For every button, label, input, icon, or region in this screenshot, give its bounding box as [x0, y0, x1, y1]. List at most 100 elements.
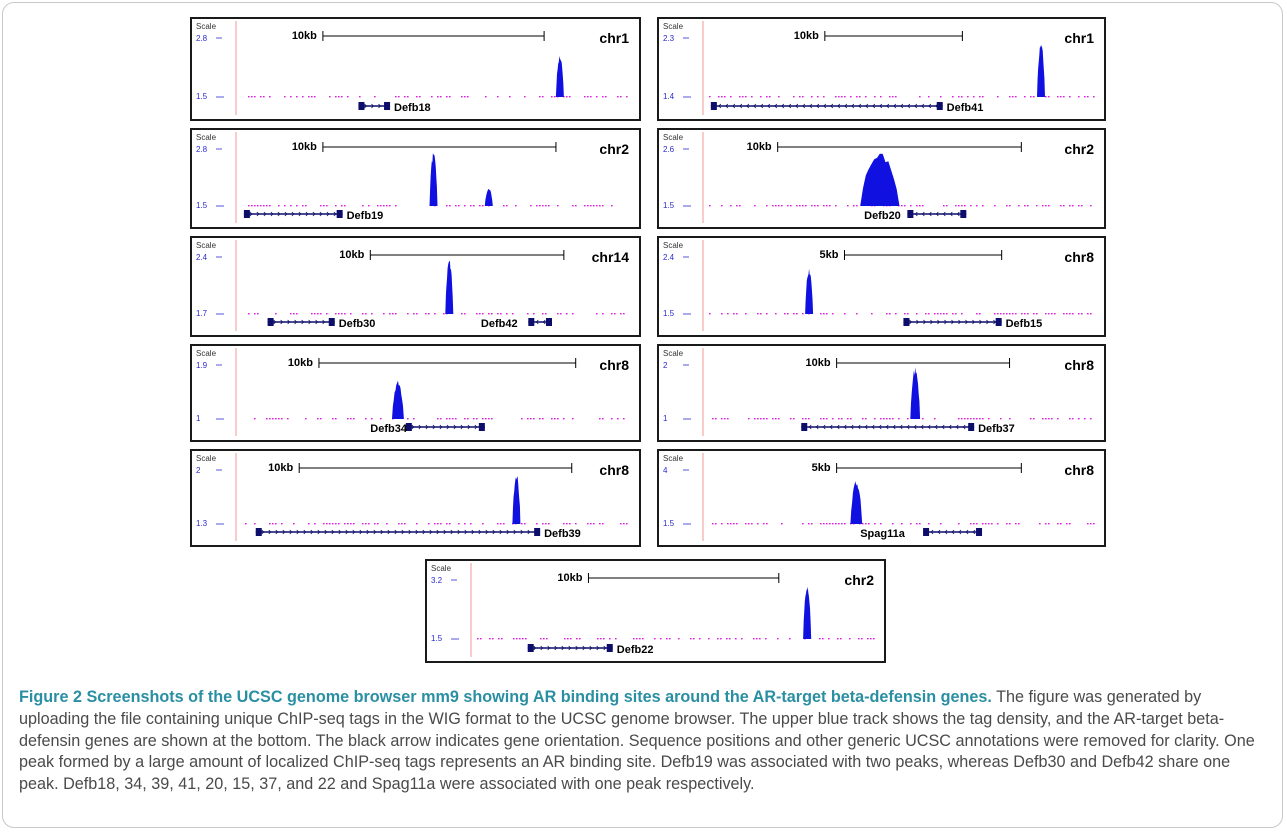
- browser-track-svg: Scale 3.2 1.5 10kb chr2 Defb22: [431, 563, 875, 657]
- gene-model-defb18: Defb18: [358, 102, 431, 114]
- y-axis-top-label: 3.2: [431, 576, 443, 585]
- gene-model-defb41: Defb41: [710, 102, 984, 114]
- chipseq-peak: [850, 481, 863, 524]
- chromosome-label: chr1: [1064, 30, 1094, 46]
- chipseq-peak: [429, 153, 438, 206]
- tag-density-baseline: [709, 313, 1092, 315]
- chromosome-label: chr8: [599, 357, 629, 373]
- gene-label: Defb34: [370, 423, 408, 435]
- scale-bar-label: 10kb: [747, 141, 772, 153]
- scale-label: Scale: [663, 454, 684, 463]
- gene-model-defb19: Defb19: [243, 210, 384, 222]
- y-axis-bottom-label: 1.3: [196, 519, 208, 528]
- browser-track-svg: Scale 2 1.3 10kb chr8 Defb39: [196, 453, 629, 541]
- y-axis-bottom-label: 1: [663, 414, 668, 423]
- scale-bar-label: 10kb: [292, 30, 317, 42]
- scale-label: Scale: [663, 133, 684, 142]
- browser-track-svg: Scale 2.8 1.5 10kb chr1 Defb18: [196, 21, 629, 115]
- tag-density-baseline: [248, 313, 625, 315]
- tag-density-baseline: [248, 96, 628, 98]
- chipseq-peak: [392, 380, 404, 419]
- gene-label: Defb30: [339, 318, 376, 330]
- y-axis-top-label: 2: [663, 361, 668, 370]
- gene-model-spag11a: Spag11a: [860, 528, 983, 540]
- y-axis-top-label: 4: [663, 466, 668, 475]
- gene-model-defb30: Defb30: [267, 318, 376, 330]
- scale-label: Scale: [196, 454, 217, 463]
- y-axis-bottom-label: 1.5: [196, 92, 208, 101]
- y-axis-bottom-label: 1.5: [663, 309, 675, 318]
- browser-track-svg: Scale 2.8 1.5 10kb chr2 Defb19: [196, 132, 629, 223]
- gene-label: Defb37: [978, 423, 1015, 435]
- y-axis-top-label: 2.4: [663, 253, 675, 262]
- gene-model-defb39: Defb39: [255, 528, 581, 540]
- scale-bar-label: 10kb: [557, 572, 582, 584]
- browser-panel-defb22: Scale 3.2 1.5 10kb chr2 Defb22: [425, 559, 886, 663]
- gene-model-defb42: Defb42: [481, 318, 552, 330]
- gene-label: Defb18: [394, 102, 431, 114]
- browser-track-svg: Scale 1.9 1 10kb chr8 Defb34: [196, 348, 629, 436]
- scale-bar-label: 10kb: [288, 357, 313, 369]
- chipseq-peak: [484, 188, 493, 206]
- gene-label: Defb15: [1006, 318, 1043, 330]
- browser-panel-defb19: Scale 2.8 1.5 10kb chr2 Defb19: [190, 128, 641, 229]
- gene-label: Defb41: [947, 102, 984, 114]
- browser-track-svg: Scale 2.3 1.4 10kb chr1 Defb41: [663, 21, 1095, 115]
- y-axis-bottom-label: 1.7: [196, 309, 208, 318]
- chipseq-peak: [512, 476, 521, 524]
- chipseq-peak: [805, 268, 814, 314]
- y-axis-top-label: 2.4: [196, 253, 208, 262]
- tag-density-baseline: [709, 96, 1095, 98]
- gene-label: Defb42: [481, 318, 518, 330]
- y-axis-top-label: 2.3: [663, 34, 675, 43]
- tag-density-baseline: [712, 418, 1092, 420]
- y-axis-top-label: 2: [196, 466, 201, 475]
- y-axis-bottom-label: 1.5: [196, 201, 208, 210]
- y-axis-top-label: 2.6: [663, 145, 675, 154]
- scale-bar-label: 10kb: [339, 249, 364, 261]
- gene-model-defb22: Defb22: [527, 644, 653, 656]
- scale-bar-label: 10kb: [794, 30, 819, 42]
- chromosome-label: chr8: [599, 462, 629, 478]
- browser-track-svg: Scale 4 1.5 5kb chr8 Spag11a: [663, 453, 1095, 541]
- tag-density-baseline: [477, 638, 875, 640]
- y-axis-bottom-label: 1.5: [663, 201, 675, 210]
- tag-density-baseline: [712, 523, 1095, 525]
- gene-label: Defb19: [347, 210, 384, 222]
- y-axis-bottom-label: 1.4: [663, 92, 675, 101]
- scale-label: Scale: [196, 133, 217, 142]
- figure-caption: Figure 2 Screenshots of the UCSC genome …: [19, 687, 1271, 796]
- scale-label: Scale: [196, 349, 217, 358]
- scale-bar-label: 10kb: [806, 357, 831, 369]
- y-axis-bottom-label: 1: [196, 414, 201, 423]
- chromosome-label: chr2: [599, 141, 629, 157]
- y-axis-bottom-label: 1.5: [663, 519, 675, 528]
- gene-model-defb15: Defb15: [903, 318, 1042, 330]
- chromosome-label: chr8: [1064, 462, 1094, 478]
- chipseq-peak: [1036, 45, 1045, 97]
- browser-panel-defb34: Scale 1.9 1 10kb chr8 Defb34: [190, 344, 641, 442]
- y-axis-bottom-label: 1.5: [431, 634, 443, 643]
- chromosome-label: chr1: [599, 30, 629, 46]
- scale-bar-label: 5kb: [812, 462, 831, 474]
- tag-density-baseline: [254, 418, 625, 420]
- browser-panel-defb20: Scale 2.6 1.5 10kb chr2 Defb20: [657, 128, 1106, 229]
- chipseq-peak: [555, 56, 564, 97]
- gene-label: Defb39: [544, 528, 581, 540]
- scale-label: Scale: [431, 564, 452, 573]
- browser-panel-defb15: Scale 2.4 1.5 5kb chr8 Defb15: [657, 236, 1106, 337]
- chromosome-label: chr2: [1064, 141, 1094, 157]
- chromosome-label: chr8: [1064, 249, 1094, 265]
- browser-panel-spag11a: Scale 4 1.5 5kb chr8 Spag11a: [657, 449, 1106, 547]
- scale-label: Scale: [196, 22, 217, 31]
- browser-panel-defb30-defb42: Scale 2.4 1.7 10kb chr14 Defb30 Defb42: [190, 236, 641, 337]
- tag-density-baseline: [709, 205, 1092, 207]
- caption-title: Figure 2 Screenshots of the UCSC genome …: [19, 688, 992, 706]
- chipseq-peak: [860, 153, 900, 206]
- scale-label: Scale: [663, 241, 684, 250]
- y-axis-top-label: 2.8: [196, 145, 208, 154]
- browser-panel-defb39: Scale 2 1.3 10kb chr8 Defb39: [190, 449, 641, 547]
- chromosome-label: chr8: [1064, 357, 1094, 373]
- gene-model-defb34: Defb34: [370, 423, 485, 435]
- gene-model-defb20: Defb20: [864, 210, 967, 222]
